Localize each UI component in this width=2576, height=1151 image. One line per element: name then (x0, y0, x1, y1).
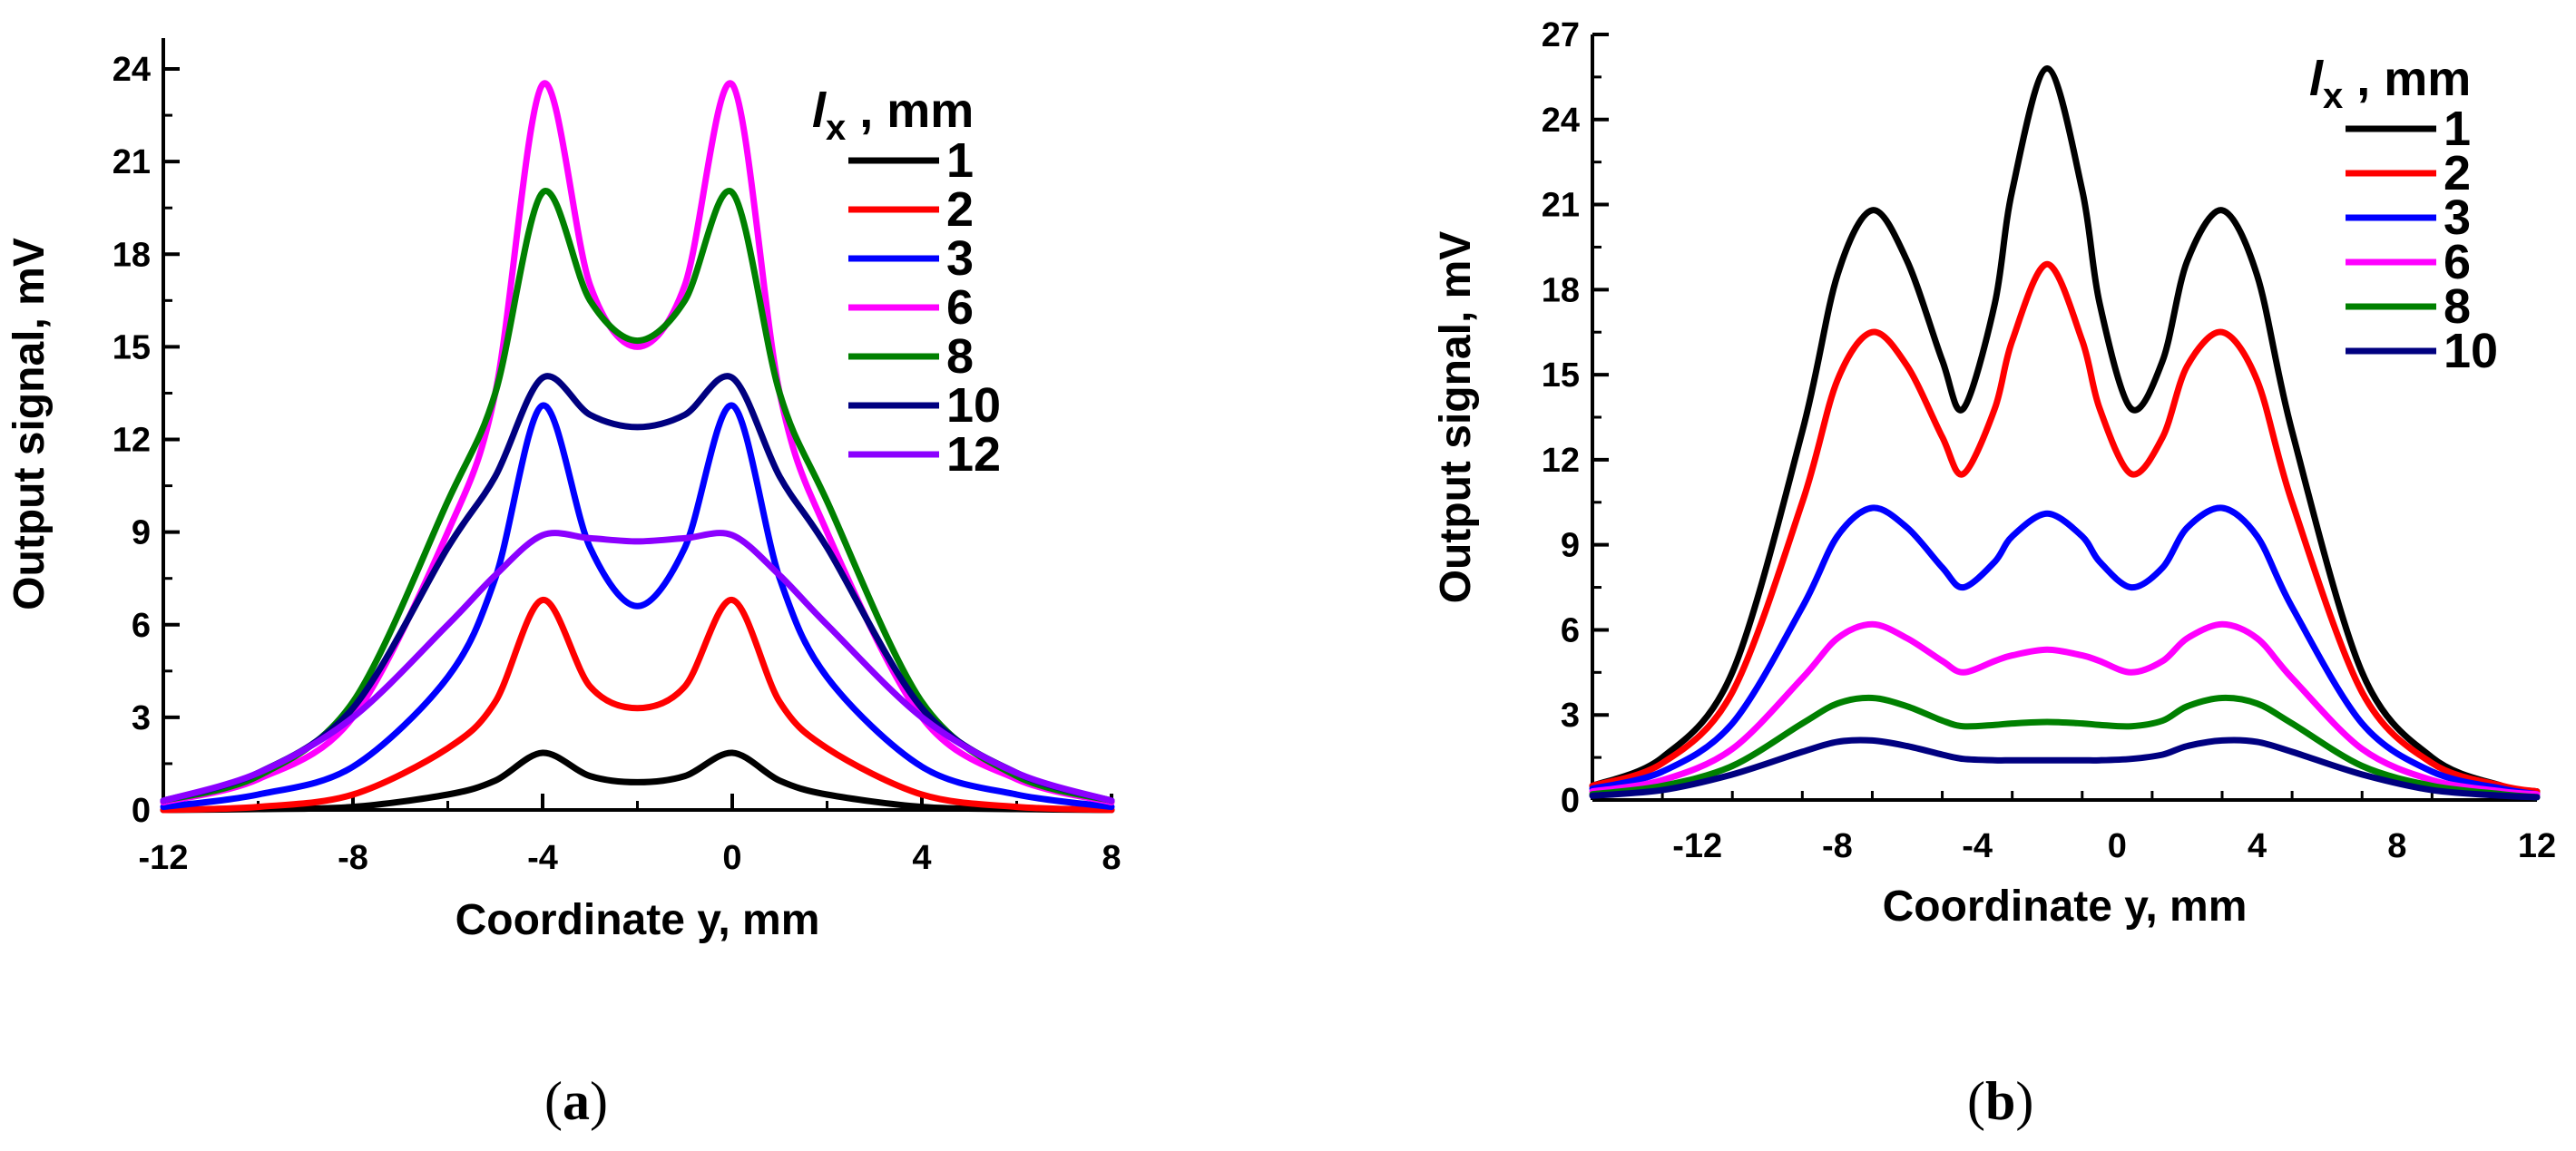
x-tick-label: 4 (2248, 827, 2267, 865)
x-tick-label: -4 (527, 839, 558, 877)
y-axis-title: Output signal, mV (5, 238, 54, 610)
y-tick-label: 15 (1542, 356, 1580, 395)
series-line-1 (160, 749, 1115, 814)
x-tick-label: -8 (338, 839, 368, 877)
legend-label-6: 6 (946, 280, 974, 335)
y-axis-title: Output signal, mV (1432, 231, 1480, 604)
y-tick-label: 9 (132, 514, 151, 552)
legend-label-8: 8 (946, 329, 974, 384)
legend-title-sub: x (826, 108, 846, 148)
y-tick-label: 21 (1542, 187, 1580, 225)
legend-label-3: 3 (946, 231, 974, 286)
legend-label-1: 1 (946, 133, 974, 188)
y-tick-label: 12 (113, 422, 151, 460)
legend-title-rest: , mm (2343, 52, 2471, 106)
series-line-12 (160, 530, 1115, 805)
legend-label-2: 2 (2444, 146, 2471, 200)
legend-label-12: 12 (946, 427, 1001, 482)
legend-title-rest: , mm (846, 83, 974, 138)
x-tick-label: -12 (139, 839, 189, 877)
legend-title: lx , mm (812, 83, 974, 148)
y-tick-label: 21 (113, 143, 151, 181)
y-tick-label: 0 (1561, 782, 1580, 820)
x-axis-title: Coordinate y, mm (455, 896, 820, 944)
y-tick-label: 27 (1542, 16, 1580, 54)
legend-title-sub: x (2323, 76, 2343, 116)
legend-label-10: 10 (946, 378, 1001, 433)
panel-label-b: (b) (1967, 1071, 2034, 1131)
x-tick-label: 8 (2387, 827, 2406, 865)
series-line-10 (1589, 736, 2541, 801)
x-tick-label: -12 (1672, 827, 1722, 865)
y-tick-label: 3 (132, 699, 151, 737)
y-tick-label: 3 (1561, 697, 1580, 735)
x-tick-label: -4 (1962, 827, 1993, 865)
y-tick-label: 24 (113, 51, 151, 89)
x-tick-label: 0 (2108, 827, 2127, 865)
series-line-2 (160, 597, 1115, 814)
y-tick-label: 6 (1561, 611, 1580, 649)
legend-label-3: 3 (2444, 190, 2471, 245)
y-tick-label: 6 (132, 607, 151, 645)
y-tick-label: 9 (1561, 527, 1580, 565)
x-tick-label: 12 (2518, 827, 2556, 865)
legend-label-2: 2 (946, 182, 974, 237)
panel-label-a: (a) (544, 1071, 608, 1131)
y-tick-label: 18 (113, 236, 151, 274)
legend-label-8: 8 (2444, 279, 2471, 334)
series-line-8 (1589, 694, 2541, 801)
series-line-1 (1589, 65, 2541, 795)
y-tick-label: 24 (1542, 102, 1580, 140)
legend-title-italic: l (2309, 52, 2324, 106)
legend-title-italic: l (812, 83, 827, 138)
legend-title: lx , mm (2309, 52, 2471, 116)
x-tick-label: -8 (1822, 827, 1853, 865)
series-line-3 (1589, 504, 2541, 798)
series-line-3 (160, 402, 1115, 811)
y-tick-label: 0 (132, 792, 151, 830)
y-tick-label: 18 (1542, 271, 1580, 309)
series-line-10 (160, 373, 1115, 805)
series-line-8 (160, 188, 1115, 805)
x-tick-label: 8 (1102, 839, 1121, 877)
legend-label-1: 1 (2444, 102, 2471, 156)
series-line-6 (1589, 620, 2541, 798)
series-line-2 (1589, 260, 2541, 795)
x-tick-label: 4 (912, 839, 931, 877)
legend-label-10: 10 (2444, 324, 2498, 378)
legend-label-6: 6 (2444, 235, 2471, 289)
x-tick-label: 0 (722, 839, 741, 877)
y-tick-label: 15 (113, 328, 151, 366)
y-tick-label: 12 (1542, 442, 1580, 480)
x-axis-title: Coordinate y, mm (1883, 883, 2248, 931)
